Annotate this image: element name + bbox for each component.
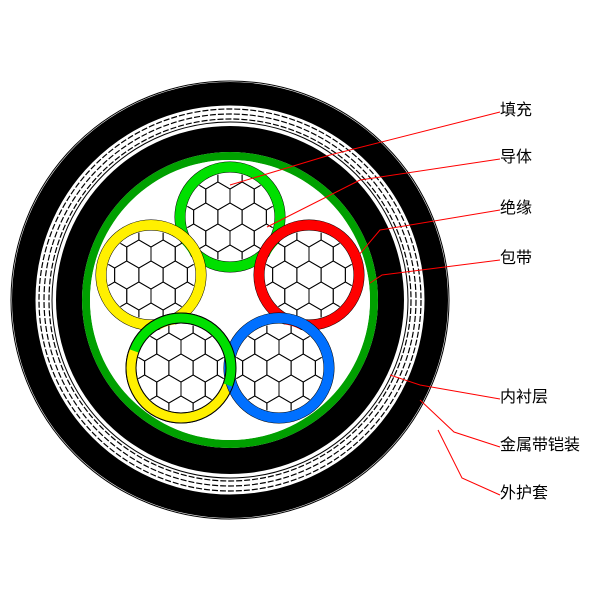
leader-armor — [420, 400, 500, 447]
label-outer: 外护套 — [500, 484, 548, 502]
label-armor: 金属带铠装 — [500, 436, 580, 454]
leader-outer — [438, 430, 500, 495]
label-filling: 填充 — [500, 101, 532, 119]
label-insulation: 绝缘 — [500, 199, 532, 217]
label-tape: 包带 — [500, 249, 532, 267]
label-inner: 内衬层 — [500, 388, 548, 406]
label-conductor: 导体 — [500, 148, 532, 166]
